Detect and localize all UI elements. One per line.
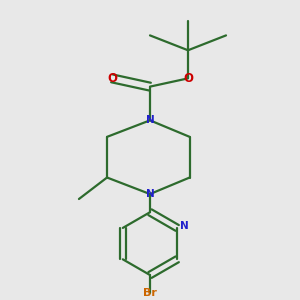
Text: Br: Br (143, 288, 157, 298)
Text: N: N (180, 221, 189, 231)
Text: N: N (146, 115, 154, 125)
Text: O: O (107, 72, 117, 85)
Text: N: N (146, 189, 154, 199)
Text: O: O (183, 72, 193, 85)
